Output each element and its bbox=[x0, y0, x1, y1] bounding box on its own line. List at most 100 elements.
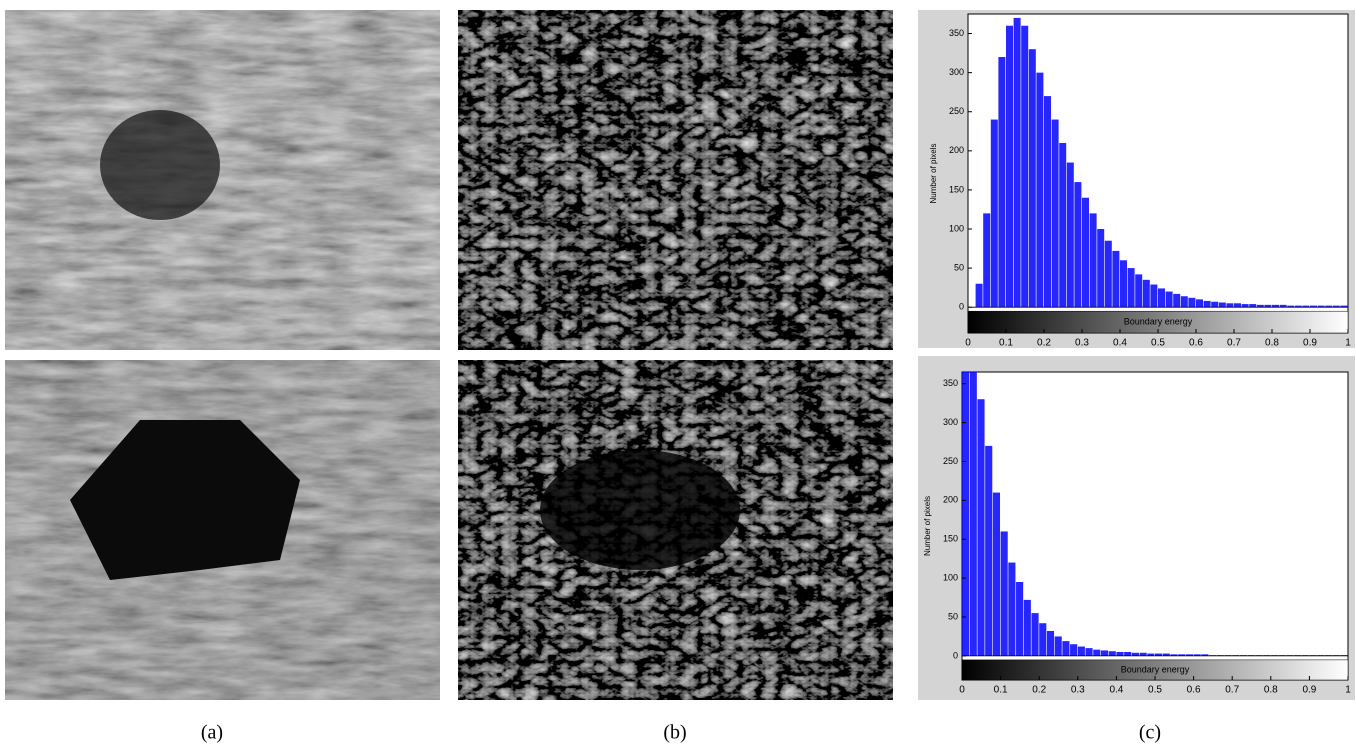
histogram-bar bbox=[1085, 648, 1093, 656]
y-tick-label: 100 bbox=[949, 223, 964, 233]
histogram-bar bbox=[1155, 653, 1163, 656]
histogram-bar bbox=[1150, 284, 1158, 308]
histogram-bar bbox=[1340, 305, 1348, 308]
histogram-bar bbox=[1185, 654, 1193, 656]
histogram-bar bbox=[1016, 582, 1024, 656]
histogram-bar bbox=[1100, 650, 1109, 656]
y-tick-label: 250 bbox=[949, 106, 964, 116]
histogram-bar bbox=[1046, 631, 1055, 656]
caption: (a) bbox=[201, 722, 223, 744]
histogram-bar bbox=[1203, 300, 1211, 308]
y-tick-label: 50 bbox=[954, 262, 964, 272]
lesion bbox=[70, 420, 300, 580]
x-tick-label: 0.2 bbox=[1032, 685, 1046, 696]
histogram-bar bbox=[992, 492, 1000, 656]
x-tick-label: 0.7 bbox=[1227, 338, 1241, 349]
histogram-bar bbox=[983, 213, 991, 308]
histogram-bar bbox=[1127, 268, 1135, 308]
y-tick-label: 300 bbox=[943, 417, 958, 427]
histogram-bar bbox=[1044, 96, 1051, 308]
histogram-bar bbox=[1013, 17, 1021, 308]
histogram-bar bbox=[1054, 636, 1062, 656]
histogram-bar bbox=[1332, 305, 1340, 308]
histogram-bar bbox=[1023, 599, 1031, 656]
y-tick-label: 50 bbox=[948, 611, 958, 621]
y-tick-label: 250 bbox=[943, 456, 958, 466]
x-tick-label: 1 bbox=[1345, 685, 1351, 696]
histogram-bar bbox=[1008, 562, 1016, 656]
colorbar-label: Boundary energy bbox=[1121, 664, 1190, 674]
y-tick-label: 200 bbox=[943, 495, 958, 505]
histogram-bar bbox=[1272, 304, 1279, 308]
histogram-bar bbox=[1310, 305, 1317, 308]
histogram-bar bbox=[1108, 651, 1116, 656]
histogram-bar bbox=[975, 283, 983, 308]
histogram-bar bbox=[1211, 301, 1219, 308]
x-tick-label: 0.5 bbox=[1151, 338, 1165, 349]
histogram-bar bbox=[1059, 143, 1067, 308]
histogram-bar bbox=[1249, 304, 1257, 308]
y-tick-label: 350 bbox=[949, 28, 964, 38]
histogram-bar bbox=[1062, 641, 1070, 656]
lesion bbox=[100, 110, 220, 220]
histogram-bar bbox=[962, 372, 970, 656]
x-tick-label: 0.9 bbox=[1303, 338, 1317, 349]
histogram-bar bbox=[1302, 305, 1310, 308]
x-tick-label: 0 bbox=[965, 338, 971, 349]
caption: (c) bbox=[1139, 722, 1161, 744]
histogram-bar bbox=[1066, 162, 1074, 308]
x-tick-label: 0 bbox=[959, 685, 965, 696]
lesion bbox=[540, 450, 740, 570]
x-tick-label: 0.4 bbox=[1113, 338, 1127, 349]
x-tick-label: 0.6 bbox=[1189, 338, 1203, 349]
y-tick-label: 0 bbox=[953, 650, 958, 660]
histogram-bar bbox=[1036, 72, 1044, 308]
histogram-bar bbox=[998, 57, 1006, 308]
histogram-bar bbox=[1317, 305, 1325, 308]
caption: (b) bbox=[663, 722, 686, 744]
histogram-bar bbox=[1264, 304, 1272, 308]
histogram-bar bbox=[1000, 531, 1008, 656]
x-tick-label: 0.1 bbox=[999, 338, 1013, 349]
histogram-bar bbox=[1218, 302, 1226, 308]
histogram-bar bbox=[1325, 305, 1333, 308]
histogram-bar bbox=[1031, 613, 1039, 656]
x-tick-label: 0.1 bbox=[994, 685, 1008, 696]
histogram-bar bbox=[1287, 305, 1295, 308]
histogram-bar bbox=[1077, 646, 1085, 656]
histogram-bar bbox=[1089, 213, 1097, 308]
colorbar-label: Boundary energy bbox=[1124, 316, 1193, 326]
histogram-bar bbox=[1188, 297, 1196, 308]
y-axis-label: Number of pixels bbox=[923, 496, 932, 556]
y-tick-label: 350 bbox=[943, 378, 958, 388]
histogram-bar bbox=[969, 372, 977, 656]
x-tick-label: 0.8 bbox=[1265, 338, 1279, 349]
x-tick-label: 0.3 bbox=[1075, 338, 1089, 349]
y-tick-label: 300 bbox=[949, 67, 964, 77]
y-tick-label: 100 bbox=[943, 572, 958, 582]
histogram-bar bbox=[1241, 304, 1249, 308]
histogram-bar bbox=[1173, 293, 1181, 308]
histogram-bar bbox=[1201, 654, 1209, 656]
histogram-bar bbox=[1294, 305, 1302, 308]
bars bbox=[962, 372, 1348, 656]
histogram-bar bbox=[1116, 652, 1124, 656]
histogram-bar bbox=[1124, 652, 1132, 656]
x-tick-label: 0.7 bbox=[1225, 685, 1239, 696]
histogram-bar bbox=[1021, 25, 1029, 308]
histogram-bar bbox=[1170, 654, 1178, 656]
x-tick-label: 0.3 bbox=[1071, 685, 1085, 696]
histogram-bar bbox=[985, 445, 993, 656]
histogram-bar bbox=[1074, 182, 1082, 308]
histogram-bar bbox=[1158, 288, 1165, 308]
histogram-bar bbox=[977, 399, 985, 656]
y-tick-label: 200 bbox=[949, 145, 964, 155]
histogram-bar bbox=[1139, 652, 1147, 656]
x-tick-label: 1 bbox=[1345, 338, 1351, 349]
histogram-bar bbox=[1028, 49, 1036, 308]
x-tick-label: 0.5 bbox=[1148, 685, 1162, 696]
y-tick-label: 0 bbox=[959, 302, 964, 312]
x-tick-label: 0.8 bbox=[1264, 685, 1278, 696]
x-tick-label: 0.9 bbox=[1302, 685, 1316, 696]
histogram-bar bbox=[1196, 299, 1203, 308]
